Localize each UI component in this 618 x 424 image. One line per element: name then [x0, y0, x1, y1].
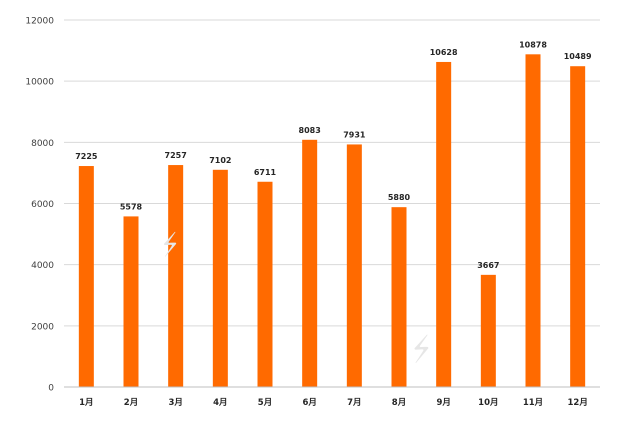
bar-6 — [302, 139, 318, 387]
data-label: 5578 — [120, 202, 143, 211]
data-label: 10878 — [519, 40, 547, 49]
data-label: 10628 — [430, 48, 458, 57]
bar-9 — [436, 61, 452, 388]
bar-7 — [346, 144, 362, 387]
y-tick-label: 6000 — [31, 200, 54, 210]
gridlines — [64, 19, 600, 327]
x-tick-label: 11月 — [523, 398, 543, 408]
x-tick-label: 1月 — [79, 398, 93, 408]
bar-12 — [570, 66, 586, 387]
x-tick-label: 5月 — [258, 398, 272, 408]
bar-10 — [480, 274, 496, 387]
data-label: 6711 — [254, 168, 277, 177]
bar-11 — [525, 54, 541, 387]
x-tick-label: 7月 — [347, 398, 361, 408]
y-tick-label: 0 — [48, 384, 54, 394]
bar-8 — [391, 207, 407, 387]
data-labels: 7225 5578 7257 7102 6711 8083 7931 5880 10628 366… — [75, 40, 592, 270]
bars — [78, 54, 586, 388]
data-label: 7225 — [75, 152, 98, 161]
data-label: 10489 — [564, 52, 592, 61]
x-axis-ticks: 1月 2月 3月 4月 5月 6月 7月 8月 9月 10月 11月 12月 — [79, 398, 588, 408]
y-axis-ticks: 0 2000 4000 6000 8000 10000 12000 — [25, 17, 54, 394]
data-label: 7257 — [165, 151, 187, 160]
bar-4 — [212, 169, 228, 387]
x-tick-label: 9月 — [436, 398, 450, 408]
data-label: 7102 — [209, 156, 231, 165]
data-label: 7931 — [343, 130, 366, 139]
bar-3 — [168, 165, 184, 387]
y-tick-label: 2000 — [31, 322, 54, 332]
x-tick-label: 2月 — [124, 398, 138, 408]
y-tick-label: 10000 — [25, 78, 54, 88]
y-tick-label: 4000 — [31, 261, 54, 271]
data-label: 5880 — [388, 193, 411, 202]
data-label: 3667 — [477, 261, 499, 270]
bar-2 — [123, 216, 139, 387]
y-tick-label: 8000 — [31, 139, 54, 149]
bar-5 — [257, 181, 273, 387]
x-tick-label: 10月 — [478, 398, 498, 408]
bar-1 — [78, 166, 94, 387]
x-tick-label: 12月 — [567, 398, 587, 408]
x-tick-label: 3月 — [168, 398, 182, 408]
y-tick-label: 12000 — [25, 17, 54, 27]
x-tick-label: 8月 — [392, 398, 406, 408]
x-tick-label: 4月 — [213, 398, 227, 408]
data-label: 8083 — [299, 126, 321, 135]
x-tick-label: 6月 — [302, 398, 316, 408]
